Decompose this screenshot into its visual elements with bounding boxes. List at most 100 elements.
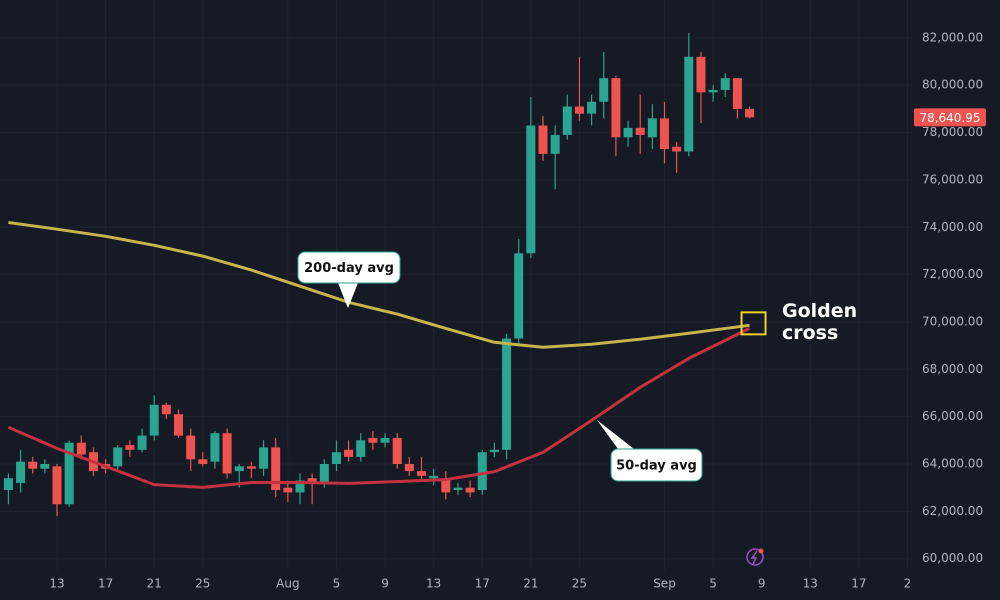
candle-body: [161, 404, 171, 415]
candle-body: [477, 452, 487, 491]
candle-body: [380, 437, 390, 443]
last-price-tag: [914, 108, 986, 127]
icon: [750, 550, 758, 565]
candle-body: [368, 437, 378, 443]
candle-body: [672, 146, 682, 152]
candle-body: [745, 108, 755, 118]
x-tick-label: 21: [523, 577, 538, 591]
candle-body: [137, 435, 147, 450]
candle-body: [647, 118, 657, 138]
candle-body: [246, 466, 256, 469]
candle-body: [186, 435, 196, 460]
x-tick-label: 25: [195, 577, 210, 591]
callout-label: 200-day avg: [304, 261, 394, 276]
candle-body: [319, 464, 329, 483]
candle-body: [392, 437, 402, 464]
x-tick-label: 9: [758, 577, 766, 591]
x-tick-label: 5: [333, 577, 341, 591]
x-tick-label: 25: [572, 577, 587, 591]
x-tick-label: 17: [98, 577, 113, 591]
x-tick-label: Aug: [276, 577, 299, 591]
callout-tail: [597, 420, 634, 449]
candle-body: [356, 440, 366, 457]
candle-body: [331, 452, 341, 464]
candle-body: [538, 125, 548, 154]
candle-body: [489, 449, 499, 453]
candle-body: [720, 78, 730, 90]
callout-label: 50-day avg: [616, 459, 697, 474]
x-tick-label: 13: [803, 577, 818, 591]
y-tick-label: 72,000.00: [922, 267, 983, 281]
candle-body: [708, 89, 718, 93]
y-tick-label: 70,000.00: [922, 314, 983, 328]
candle-body: [40, 464, 50, 469]
callout-box: [610, 448, 703, 482]
x-tick-label: 13: [426, 577, 441, 591]
candle-body: [611, 78, 621, 138]
candle-body: [234, 466, 244, 472]
candle-body: [3, 478, 13, 491]
y-tick-label: 82,000.00: [922, 30, 983, 44]
x-tick-label: 17: [851, 577, 866, 591]
candle-body: [623, 127, 633, 138]
candle-body: [344, 449, 354, 457]
callout-box: [297, 251, 401, 284]
candle-body: [283, 487, 293, 493]
candle-body: [76, 442, 86, 455]
candle-body: [222, 433, 232, 474]
candle-body: [307, 478, 317, 483]
candle-body: [526, 125, 536, 254]
moving-average-line: [7, 327, 751, 489]
candle-body: [453, 487, 463, 491]
candle-body: [113, 447, 123, 467]
candle-body: [574, 106, 584, 114]
candle-body: [64, 442, 74, 505]
x-tick-label: 2: [904, 577, 912, 591]
candle-body: [587, 101, 597, 114]
y-tick-label: 62,000.00: [922, 504, 983, 518]
x-tick-label: 9: [381, 577, 389, 591]
x-tick-label: 17: [475, 577, 490, 591]
candle-body: [660, 118, 669, 150]
candle-body: [259, 447, 269, 469]
candle-body: [732, 78, 742, 109]
golden-cross-marker: [740, 311, 767, 336]
candle-body: [635, 127, 645, 135]
annotation: Golden cross: [782, 300, 858, 344]
icon: [758, 548, 764, 554]
x-tick-label: 5: [709, 577, 717, 591]
y-tick-label: 64,000.00: [922, 457, 983, 471]
y-tick-label: 80,000.00: [922, 78, 983, 92]
candle-body: [502, 338, 512, 450]
candle-body: [441, 478, 451, 493]
last-price-label: 78,640.95: [919, 111, 980, 125]
icon: [746, 548, 764, 566]
candle-body: [404, 464, 414, 472]
moving-average-line: [8, 221, 750, 349]
candle-body: [52, 466, 62, 505]
candle-body: [198, 459, 208, 464]
candle-body: [210, 433, 220, 462]
candle-body: [514, 253, 524, 339]
candle-body: [174, 414, 183, 436]
callout-tail: [338, 283, 358, 308]
x-tick-label: 21: [147, 577, 162, 591]
candle-body: [28, 461, 38, 469]
y-tick-label: 74,000.00: [922, 220, 983, 234]
candle-body: [16, 461, 26, 483]
candle-body: [125, 445, 135, 450]
candle-body: [465, 487, 475, 493]
y-tick-label: 78,000.00: [922, 125, 983, 139]
candle-body: [562, 106, 572, 135]
y-tick-label: 68,000.00: [922, 362, 983, 376]
candle-body: [696, 56, 706, 93]
candle-body: [684, 56, 694, 152]
candle-body: [295, 480, 305, 493]
candle-body: [550, 134, 560, 154]
candle-body: [417, 471, 426, 476]
x-tick-label: 13: [49, 577, 64, 591]
y-tick-label: 60,000.00: [922, 551, 983, 565]
candle-body: [149, 404, 159, 436]
